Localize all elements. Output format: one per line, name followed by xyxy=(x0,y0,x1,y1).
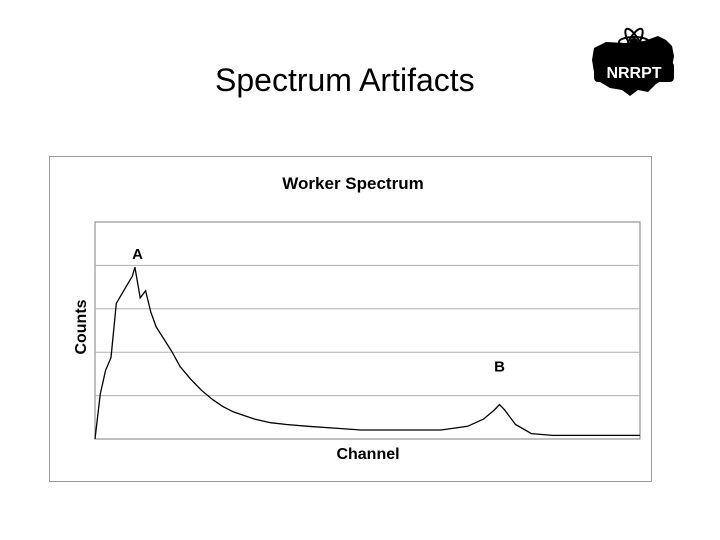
series-line xyxy=(94,267,640,440)
chart-title: Worker Spectrum xyxy=(282,174,423,193)
plot-area xyxy=(94,221,641,440)
chart-frame: Worker Spectrum A B Channel Counts xyxy=(49,156,652,482)
x-axis-label: Channel xyxy=(336,446,399,463)
nrrpt-logo: NRRPT xyxy=(592,27,674,96)
grid-lines xyxy=(95,264,640,397)
atom-icon xyxy=(618,27,650,57)
annotation-b: B xyxy=(494,358,505,375)
worker-spectrum-chart: Worker Spectrum A B Channel Counts xyxy=(73,174,641,463)
y-axis-label: Counts xyxy=(73,299,90,354)
annotation-a: A xyxy=(132,246,143,263)
slide-title: Spectrum Artifacts xyxy=(215,62,475,98)
logo-text: NRRPT xyxy=(606,65,661,82)
